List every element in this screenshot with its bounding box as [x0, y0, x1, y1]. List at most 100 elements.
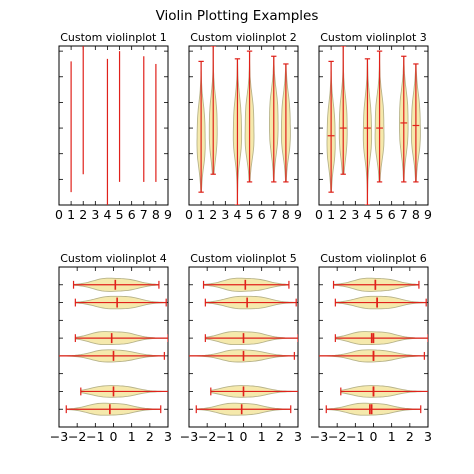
- panel-title: Custom violinplot 1: [60, 31, 167, 44]
- violin-panel-5: Custom violinplot 5 −3 −2 −1 0 1 2 3: [180, 252, 302, 444]
- x-tick-label: 1: [258, 429, 266, 444]
- x-tick-label: 0: [55, 207, 63, 222]
- x-tick-label: 0: [315, 207, 323, 222]
- violin-group: [338, 46, 348, 175]
- plot-frame: [188, 266, 299, 428]
- violin-group: [189, 349, 295, 363]
- x-tick-label: 2: [276, 429, 284, 444]
- x-tick-label: 3: [164, 429, 172, 444]
- x-tick-label: 9: [294, 207, 302, 222]
- x-tick-label: 8: [412, 207, 420, 222]
- plot-area: [196, 46, 291, 205]
- violin-group: [65, 402, 162, 416]
- panel-title: Custom violinplot 4: [60, 252, 167, 265]
- x-tick-label: 8: [152, 207, 160, 222]
- violin-group: [280, 63, 291, 183]
- x-tick-label: 5: [116, 207, 124, 222]
- violin-group: [80, 385, 168, 398]
- x-tick-label: 1: [128, 429, 136, 444]
- x-tick-label: 0: [110, 429, 118, 444]
- x-tick-label: 3: [221, 207, 229, 222]
- x-tick-label: 3: [424, 429, 432, 444]
- violin-group: [326, 60, 336, 193]
- violin-group: [208, 46, 218, 175]
- violin-panel-1: Custom violinplot 1 0 1 2 3 4 5 6 7 8 9: [55, 31, 172, 222]
- violin-group: [334, 331, 428, 346]
- x-tick-label: −2: [68, 429, 86, 444]
- x-tick-label: 3: [294, 429, 302, 444]
- violin-group: [244, 50, 255, 183]
- x-tick-label: 1: [388, 429, 396, 444]
- plot-frame: [318, 266, 429, 428]
- x-tick-label: 8: [282, 207, 290, 222]
- violin-group: [362, 58, 373, 205]
- violin-group: [269, 55, 279, 183]
- x-tick-label: 2: [406, 429, 414, 444]
- violin-group: [210, 385, 298, 398]
- x-tick-label: 3: [91, 207, 99, 222]
- violin-panel-2: Custom violinplot 2 0 1 2 3 4 5 6 7 8 9: [185, 31, 302, 222]
- figure-title: Violin Plotting Examples: [156, 8, 319, 24]
- violin-group: [74, 295, 167, 310]
- x-tick-label: 4: [103, 207, 111, 222]
- panel-title: Custom violinplot 3: [320, 31, 427, 44]
- plot-area: [70, 46, 157, 205]
- x-tick-label: 1: [67, 207, 75, 222]
- violin-group: [325, 402, 422, 416]
- violin-group: [195, 402, 292, 416]
- violin-group: [399, 55, 409, 183]
- violin-group: [332, 277, 420, 292]
- panel-title: Custom violinplot 6: [320, 252, 427, 265]
- x-tick-label: 0: [185, 207, 193, 222]
- x-tick-label: 7: [400, 207, 408, 222]
- violin-group: [340, 385, 428, 398]
- violin-group: [374, 50, 385, 183]
- x-tick-label: −1: [86, 429, 104, 444]
- violin-group: [59, 349, 165, 363]
- violin-group: [204, 331, 298, 346]
- violin-group: [202, 277, 290, 292]
- plot-area: [59, 277, 168, 416]
- violin-group: [72, 277, 160, 292]
- violin-group: [196, 60, 206, 193]
- panel-title: Custom violinplot 5: [190, 252, 297, 265]
- violin-group: [334, 295, 427, 310]
- x-tick-label: −3: [180, 429, 198, 444]
- plot-frame: [318, 45, 429, 206]
- x-tick-label: 9: [164, 207, 172, 222]
- x-tick-label: 2: [79, 207, 87, 222]
- plot-area: [189, 277, 298, 416]
- violin-group: [319, 349, 425, 363]
- violin-panel-3: Custom violinplot 3 0 1 2 3 4 5 6 7 8 9: [315, 31, 432, 222]
- x-tick-label: 6: [388, 207, 396, 222]
- x-tick-label: −3: [50, 429, 68, 444]
- x-tick-label: 2: [209, 207, 217, 222]
- plot-frame: [188, 45, 299, 206]
- x-tick-label: −1: [346, 429, 364, 444]
- x-tick-label: −3: [310, 429, 328, 444]
- x-tick-label: 2: [339, 207, 347, 222]
- violin-panel-4: Custom violinplot 4 −3 −2 −1 0 1 2 3: [50, 252, 172, 444]
- x-tick-label: 0: [240, 429, 248, 444]
- violin-group: [204, 295, 297, 310]
- x-tick-label: 7: [140, 207, 148, 222]
- x-tick-label: 9: [424, 207, 432, 222]
- x-tick-label: 2: [146, 429, 154, 444]
- x-tick-label: 3: [351, 207, 359, 222]
- x-tick-label: 4: [233, 207, 241, 222]
- x-tick-label: 5: [376, 207, 384, 222]
- violin-group: [74, 331, 168, 346]
- violin-group: [232, 58, 243, 205]
- x-tick-label: 7: [270, 207, 278, 222]
- x-tick-label: −1: [216, 429, 234, 444]
- violin-group: [410, 63, 421, 183]
- x-tick-label: 6: [128, 207, 136, 222]
- plot-frame: [58, 45, 169, 206]
- plot-area: [326, 46, 421, 205]
- x-tick-label: 4: [363, 207, 371, 222]
- panel-title: Custom violinplot 2: [190, 31, 297, 44]
- x-tick-label: 1: [327, 207, 335, 222]
- x-tick-label: −2: [198, 429, 216, 444]
- x-tick-label: −2: [328, 429, 346, 444]
